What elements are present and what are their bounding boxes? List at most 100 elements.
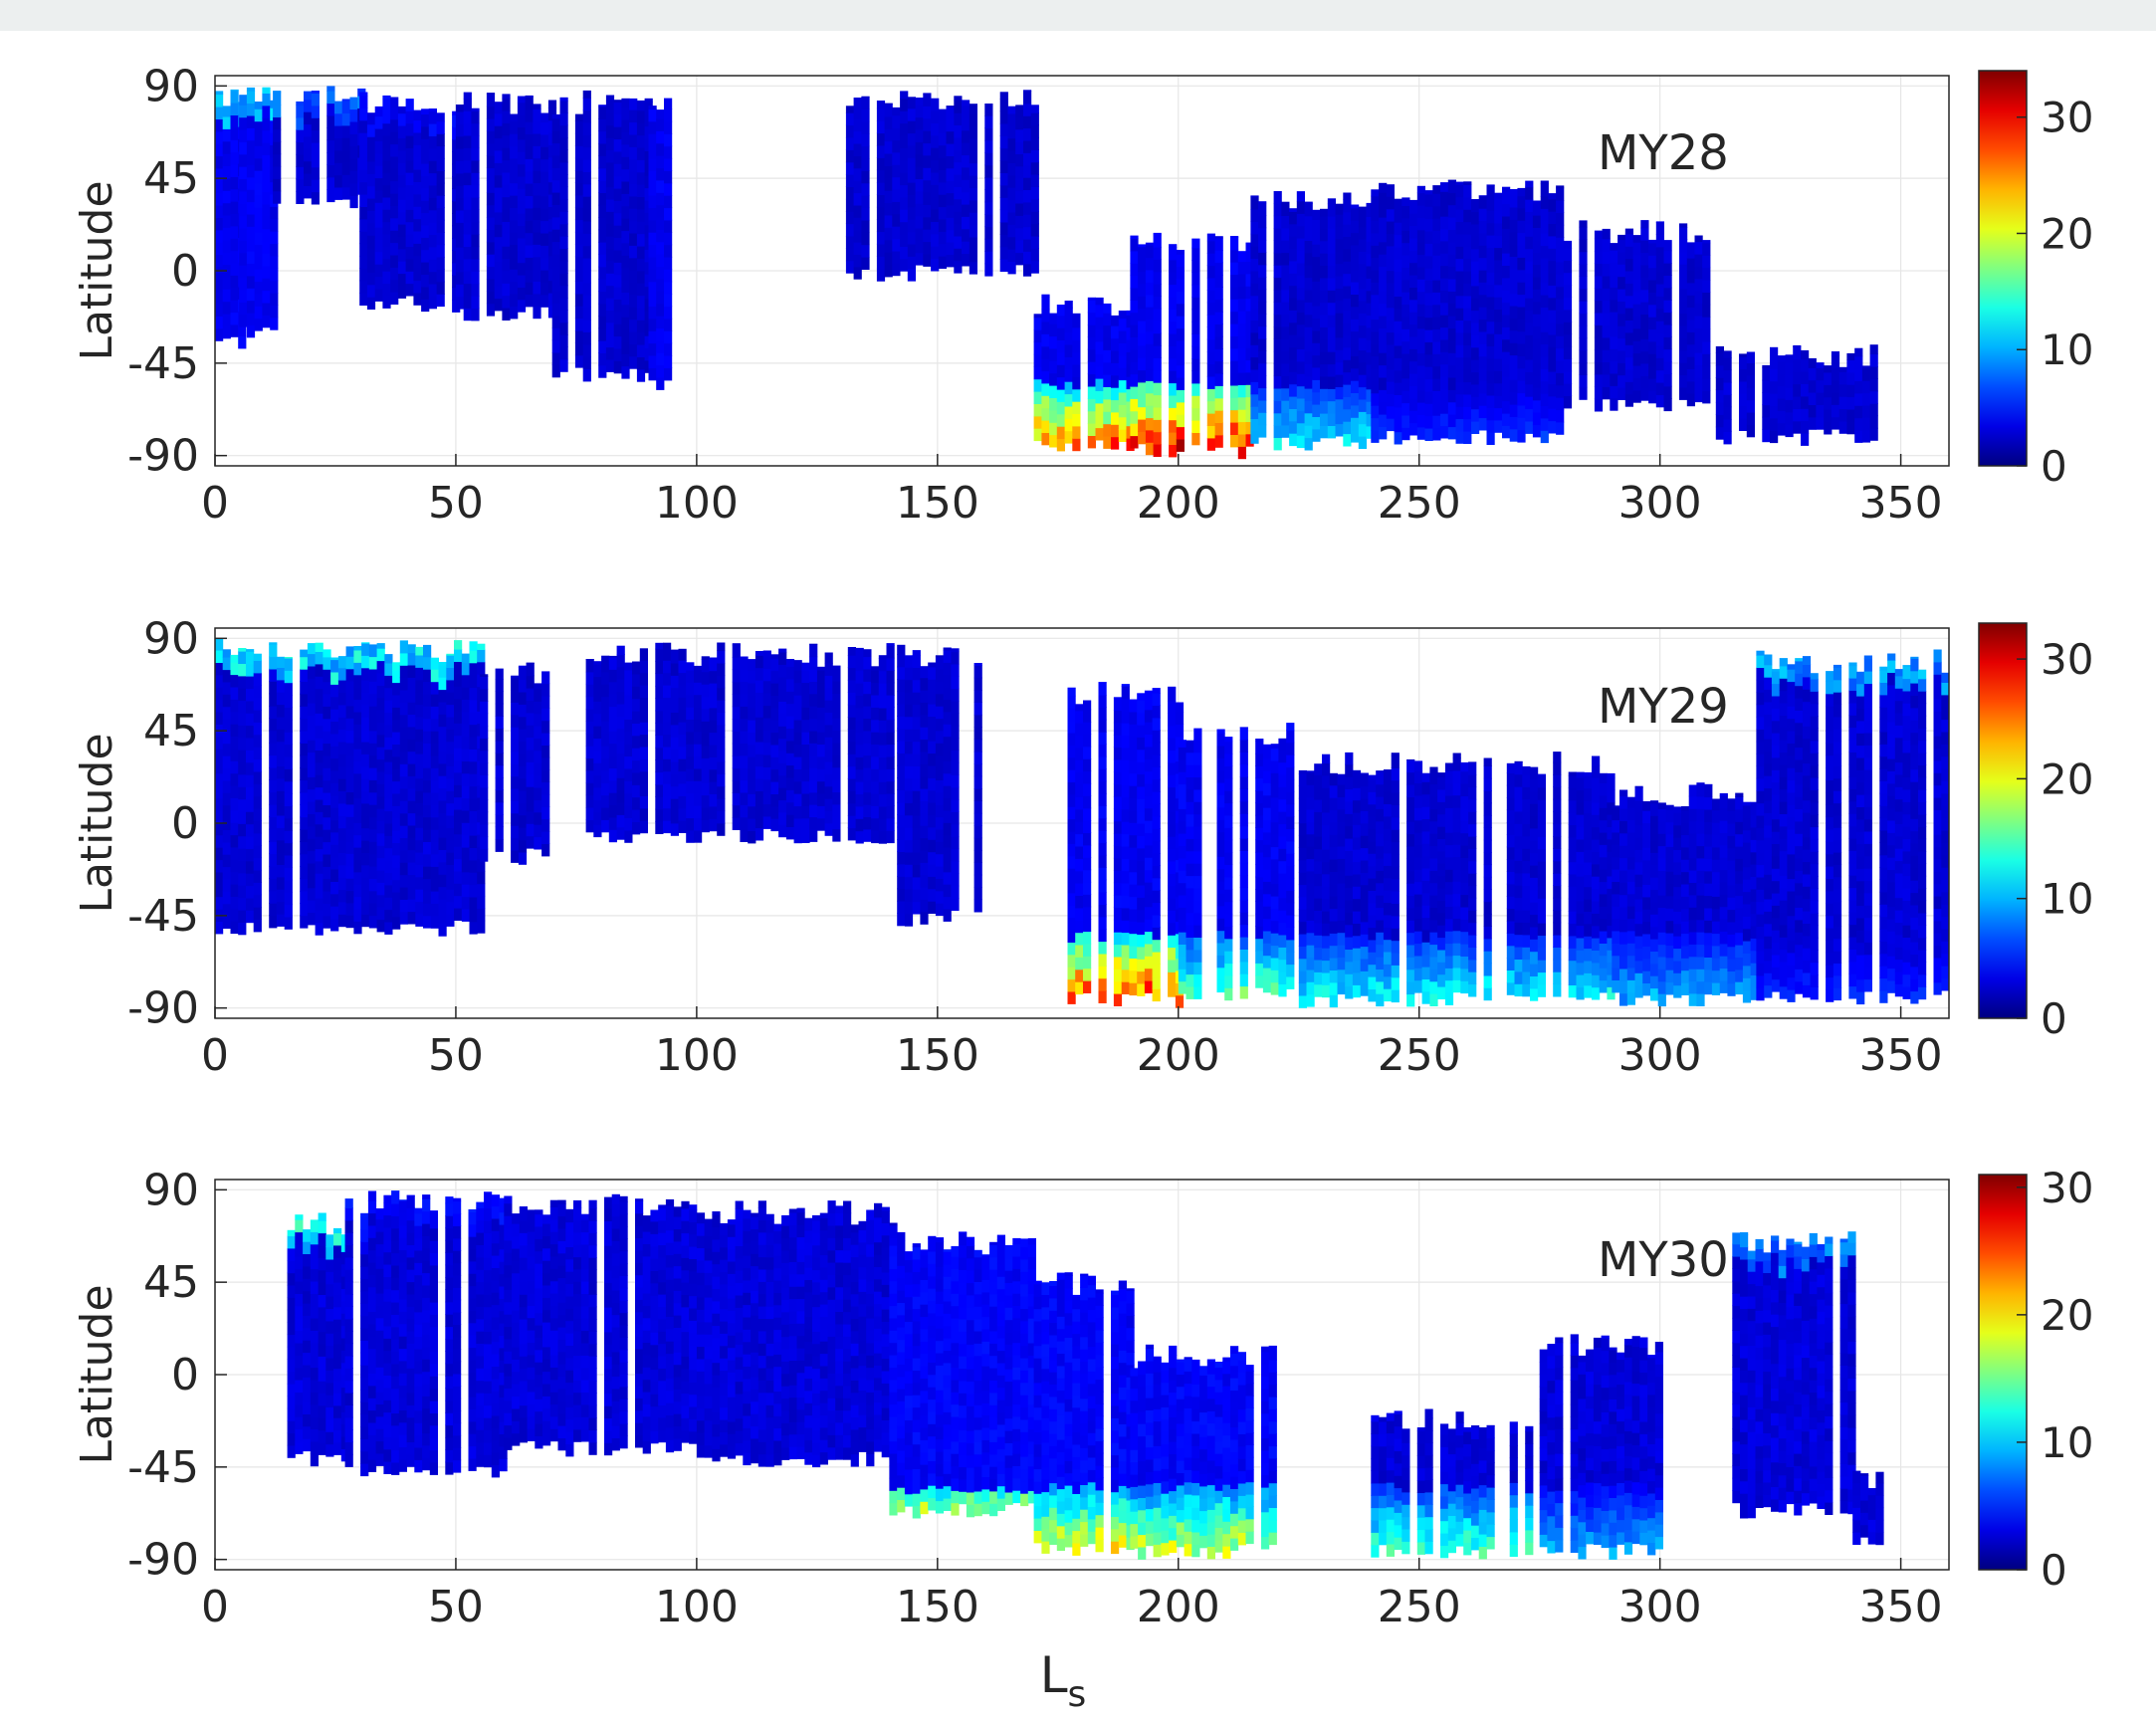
heatmap-cell (1494, 284, 1503, 298)
heatmap-cell (1237, 396, 1246, 410)
heatmap-cell (1471, 408, 1480, 422)
heatmap-cell (253, 907, 262, 920)
heatmap-cell (1281, 215, 1290, 229)
heatmap-cell (847, 704, 856, 718)
heatmap-cell (1379, 414, 1388, 427)
heatmap-cell (486, 142, 496, 156)
heatmap-cell (1178, 919, 1186, 933)
heatmap-cell (511, 739, 520, 753)
heatmap-cell (1640, 325, 1649, 339)
heatmap-cell (1087, 297, 1096, 301)
heatmap-cell (732, 731, 741, 745)
heatmap-cell (1525, 322, 1534, 335)
heatmap-cell (1056, 351, 1065, 365)
heatmap-cell (678, 795, 687, 809)
heatmap-cell (215, 94, 224, 108)
heatmap-cell (1379, 401, 1388, 415)
heatmap-cell (639, 746, 648, 759)
heatmap-cell (1463, 196, 1472, 210)
heatmap-cell (935, 668, 945, 682)
heatmap-cell (1245, 298, 1254, 312)
heatmap-cell (1343, 396, 1352, 410)
heatmap-cell (1746, 351, 1755, 363)
heatmap-cell (636, 320, 646, 333)
heatmap-cell (502, 233, 511, 247)
heatmap-cell (1015, 178, 1024, 192)
heatmap-cell (253, 869, 262, 883)
heatmap-cell (1289, 358, 1298, 372)
heatmap-cell (330, 733, 339, 747)
heatmap-cell (304, 99, 313, 112)
heatmap-cell (1723, 357, 1732, 371)
heatmap-cell (1686, 356, 1695, 369)
heatmap-cell (428, 234, 437, 248)
heatmap-cell (1098, 916, 1107, 930)
heatmap-cell (593, 811, 602, 825)
heatmap-cell (616, 654, 625, 668)
heatmap-cell (931, 246, 940, 260)
heatmap-cell (1343, 433, 1352, 447)
heatmap-cell (648, 281, 657, 295)
heatmap-cell (1152, 964, 1161, 977)
heatmap-cell (748, 707, 756, 721)
heatmap-cell (755, 717, 764, 731)
heatmap-cell (1525, 298, 1534, 312)
heatmap-cell (480, 836, 489, 850)
heatmap-cell (502, 308, 511, 321)
heatmap-cell (1679, 337, 1688, 351)
heatmap-cell (361, 901, 370, 915)
heatmap-cell (1168, 848, 1177, 862)
heatmap-cell (853, 229, 862, 243)
heatmap-cell (541, 843, 550, 857)
heatmap-cell (541, 781, 550, 795)
heatmap-cell (655, 642, 664, 650)
y-tick-label: 0 (171, 246, 199, 297)
heatmap-cell (608, 779, 617, 793)
heatmap-cell (694, 665, 703, 671)
heatmap-cell (1424, 428, 1433, 441)
heatmap-cell (678, 709, 687, 723)
heatmap-cell (533, 108, 541, 122)
heatmap-cell (230, 772, 239, 786)
heatmap-cell (582, 295, 591, 309)
heatmap-cell (1723, 350, 1732, 358)
heatmap-cell (1138, 244, 1147, 248)
heatmap-cell (330, 856, 339, 870)
heatmap-cell (330, 746, 339, 759)
heatmap-cell (1394, 284, 1402, 297)
heatmap-cell (1216, 893, 1225, 907)
heatmap-cell (663, 746, 672, 759)
heatmap-cell (678, 684, 687, 698)
heatmap-cell (1502, 191, 1511, 205)
heatmap-cell (1067, 806, 1076, 820)
heatmap-cell (1250, 233, 1259, 247)
heatmap-cell (1312, 219, 1321, 233)
heatmap-cell (1258, 412, 1267, 426)
heatmap-cell (1478, 307, 1487, 321)
heatmap-cell (878, 793, 887, 807)
heatmap-cell (861, 145, 870, 159)
heatmap-cell (1447, 303, 1456, 317)
heatmap-cell (502, 246, 511, 260)
heatmap-cell (1145, 269, 1155, 283)
heatmap-cell (973, 714, 982, 728)
heatmap-cell (1366, 339, 1375, 353)
heatmap-cell (1118, 318, 1127, 331)
heatmap-cell (330, 807, 339, 821)
heatmap-cell (951, 786, 960, 800)
heatmap-cell (1145, 343, 1155, 357)
heatmap-cell (1320, 413, 1329, 426)
heatmap-cell (284, 707, 293, 721)
heatmap-cell (366, 173, 376, 187)
heatmap-cell (1224, 790, 1233, 804)
heatmap-cell (785, 789, 795, 803)
heatmap-cell (1358, 398, 1367, 412)
heatmap-cell (1111, 411, 1120, 425)
heatmap-cell (540, 220, 549, 234)
heatmap-cell (246, 860, 255, 874)
heatmap-cell (1169, 432, 1178, 445)
heatmap-cell (1679, 223, 1688, 228)
heatmap-cell (678, 697, 687, 711)
heatmap-cell (1610, 274, 1618, 288)
heatmap-cell (1648, 377, 1657, 391)
